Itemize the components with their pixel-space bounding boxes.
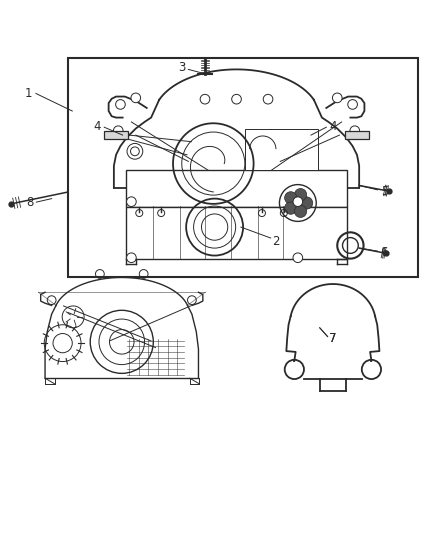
Circle shape bbox=[116, 100, 125, 109]
Text: 2: 2 bbox=[272, 235, 280, 248]
Circle shape bbox=[232, 94, 241, 104]
Circle shape bbox=[131, 93, 141, 103]
Circle shape bbox=[294, 205, 307, 217]
Bar bbox=[345, 131, 369, 140]
Circle shape bbox=[113, 126, 123, 135]
Text: 7: 7 bbox=[329, 332, 337, 345]
Circle shape bbox=[293, 197, 303, 206]
Circle shape bbox=[294, 189, 307, 201]
Text: 6: 6 bbox=[380, 246, 388, 259]
Circle shape bbox=[300, 197, 313, 209]
Circle shape bbox=[350, 126, 360, 135]
Bar bbox=[126, 207, 347, 259]
Text: 1: 1 bbox=[25, 87, 32, 100]
Circle shape bbox=[263, 94, 273, 104]
Text: 4: 4 bbox=[329, 120, 337, 133]
Bar bbox=[126, 170, 347, 207]
Text: 4: 4 bbox=[93, 120, 101, 133]
Text: 5: 5 bbox=[381, 184, 388, 198]
Text: 7: 7 bbox=[329, 332, 337, 345]
Bar bbox=[68, 59, 418, 278]
Circle shape bbox=[332, 93, 342, 103]
Text: 8: 8 bbox=[26, 197, 33, 209]
Circle shape bbox=[200, 94, 210, 104]
Bar bbox=[104, 131, 128, 140]
Circle shape bbox=[285, 192, 297, 204]
Circle shape bbox=[127, 197, 136, 206]
Circle shape bbox=[348, 100, 357, 109]
Circle shape bbox=[285, 202, 297, 214]
Bar bbox=[245, 128, 318, 170]
Text: 3: 3 bbox=[178, 61, 185, 74]
Circle shape bbox=[127, 253, 136, 263]
Circle shape bbox=[293, 253, 303, 263]
